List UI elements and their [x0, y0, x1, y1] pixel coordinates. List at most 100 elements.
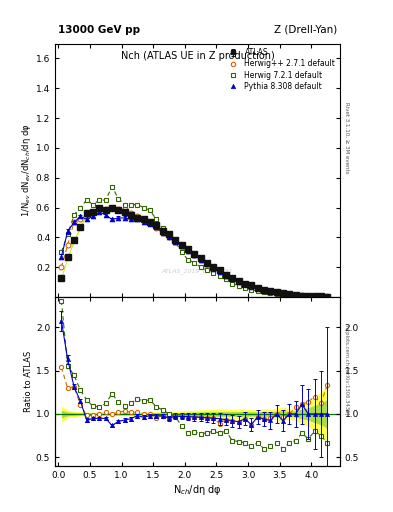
Pythia 8.308 default	[72, 219, 76, 225]
Herwig 7.2.1 default	[236, 283, 241, 289]
Pythia 8.308 default	[78, 214, 83, 220]
Herwig++ 2.7.1 default	[65, 242, 70, 248]
Herwig 7.2.1 default	[192, 260, 196, 266]
Pythia 8.308 default	[84, 217, 89, 223]
Herwig++ 2.7.1 default	[173, 239, 178, 245]
Herwig++ 2.7.1 default	[78, 217, 83, 223]
Herwig++ 2.7.1 default	[59, 264, 64, 270]
Pythia 8.308 default	[122, 215, 127, 221]
Herwig++ 2.7.1 default	[312, 293, 317, 299]
Herwig 7.2.1 default	[103, 197, 108, 203]
Herwig++ 2.7.1 default	[198, 257, 203, 263]
Pythia 8.308 default	[281, 290, 285, 296]
Pythia 8.308 default	[268, 288, 273, 294]
Pythia 8.308 default	[230, 276, 235, 282]
Text: mcplots.cern.ch [arXiv:1306.3436]: mcplots.cern.ch [arXiv:1306.3436]	[344, 323, 349, 414]
Pythia 8.308 default	[293, 292, 298, 298]
Herwig++ 2.7.1 default	[72, 219, 76, 225]
Herwig++ 2.7.1 default	[255, 285, 260, 291]
Pythia 8.308 default	[59, 253, 64, 260]
Herwig 7.2.1 default	[116, 196, 121, 202]
Herwig++ 2.7.1 default	[84, 212, 89, 218]
Herwig 7.2.1 default	[122, 201, 127, 207]
Herwig 7.2.1 default	[97, 197, 102, 203]
Pythia 8.308 default	[185, 248, 190, 254]
Pythia 8.308 default	[217, 268, 222, 274]
Pythia 8.308 default	[325, 293, 330, 300]
Herwig 7.2.1 default	[160, 225, 165, 231]
Herwig++ 2.7.1 default	[224, 273, 228, 279]
Pythia 8.308 default	[255, 285, 260, 291]
Herwig 7.2.1 default	[185, 257, 190, 263]
Pythia 8.308 default	[148, 221, 152, 227]
Herwig 7.2.1 default	[255, 288, 260, 294]
Herwig++ 2.7.1 default	[236, 279, 241, 285]
Herwig 7.2.1 default	[281, 292, 285, 298]
Herwig++ 2.7.1 default	[97, 204, 102, 210]
Herwig 7.2.1 default	[65, 231, 70, 238]
Y-axis label: Ratio to ATLAS: Ratio to ATLAS	[24, 351, 33, 412]
Pythia 8.308 default	[211, 266, 216, 272]
Herwig++ 2.7.1 default	[110, 204, 114, 210]
Herwig++ 2.7.1 default	[306, 293, 310, 299]
Herwig 7.2.1 default	[262, 289, 266, 295]
Legend: ATLAS, Herwig++ 2.7.1 default, Herwig 7.2.1 default, Pythia 8.308 default: ATLAS, Herwig++ 2.7.1 default, Herwig 7.…	[222, 45, 338, 94]
Pythia 8.308 default	[198, 257, 203, 263]
Text: Nch (ATLAS UE in Z production): Nch (ATLAS UE in Z production)	[121, 51, 274, 61]
Pythia 8.308 default	[167, 234, 171, 241]
Pythia 8.308 default	[312, 293, 317, 300]
Herwig 7.2.1 default	[325, 293, 330, 300]
Herwig++ 2.7.1 default	[299, 292, 304, 298]
Herwig++ 2.7.1 default	[116, 206, 121, 212]
Pythia 8.308 default	[306, 293, 310, 299]
Herwig++ 2.7.1 default	[160, 230, 165, 236]
Herwig 7.2.1 default	[154, 217, 159, 223]
Herwig 7.2.1 default	[135, 201, 140, 207]
Text: Rivet 3.1.10, ≥ 3M events: Rivet 3.1.10, ≥ 3M events	[344, 102, 349, 174]
Herwig++ 2.7.1 default	[135, 214, 140, 220]
Herwig++ 2.7.1 default	[167, 234, 171, 241]
Herwig 7.2.1 default	[217, 273, 222, 279]
Text: 13000 GeV pp: 13000 GeV pp	[58, 25, 140, 35]
Pythia 8.308 default	[242, 281, 247, 287]
Pythia 8.308 default	[249, 284, 253, 290]
Herwig 7.2.1 default	[268, 290, 273, 296]
Herwig 7.2.1 default	[91, 201, 95, 207]
Herwig++ 2.7.1 default	[154, 225, 159, 231]
Pythia 8.308 default	[135, 217, 140, 223]
Herwig++ 2.7.1 default	[205, 261, 209, 267]
Pythia 8.308 default	[141, 219, 146, 225]
Herwig 7.2.1 default	[242, 285, 247, 291]
Pythia 8.308 default	[205, 261, 209, 267]
Herwig 7.2.1 default	[198, 264, 203, 270]
Herwig++ 2.7.1 default	[185, 248, 190, 254]
Herwig 7.2.1 default	[141, 204, 146, 210]
Pythia 8.308 default	[224, 273, 228, 279]
Herwig++ 2.7.1 default	[325, 293, 330, 300]
Pythia 8.308 default	[65, 228, 70, 234]
Herwig++ 2.7.1 default	[249, 284, 253, 290]
Herwig 7.2.1 default	[205, 267, 209, 273]
Herwig 7.2.1 default	[173, 239, 178, 245]
Pythia 8.308 default	[236, 279, 241, 285]
Herwig++ 2.7.1 default	[103, 206, 108, 212]
Pythia 8.308 default	[319, 293, 323, 300]
Herwig++ 2.7.1 default	[293, 292, 298, 298]
Pythia 8.308 default	[192, 252, 196, 258]
Pythia 8.308 default	[160, 230, 165, 236]
Herwig++ 2.7.1 default	[217, 270, 222, 276]
Herwig 7.2.1 default	[84, 197, 89, 203]
Line: Herwig++ 2.7.1 default: Herwig++ 2.7.1 default	[59, 205, 330, 299]
Herwig 7.2.1 default	[312, 293, 317, 300]
Herwig++ 2.7.1 default	[122, 206, 127, 212]
Y-axis label: 1/N$_{ev}$ dN$_{ev}$/dN$_{ch}$/dη dφ: 1/N$_{ev}$ dN$_{ev}$/dN$_{ch}$/dη dφ	[20, 123, 33, 217]
Pythia 8.308 default	[299, 292, 304, 298]
Text: Z (Drell-Yan): Z (Drell-Yan)	[274, 25, 337, 35]
Herwig 7.2.1 default	[249, 286, 253, 292]
Herwig 7.2.1 default	[274, 291, 279, 297]
Line: Herwig 7.2.1 default: Herwig 7.2.1 default	[59, 184, 330, 299]
Pythia 8.308 default	[116, 215, 121, 221]
Herwig 7.2.1 default	[148, 207, 152, 214]
Herwig++ 2.7.1 default	[262, 287, 266, 293]
Herwig 7.2.1 default	[224, 276, 228, 282]
